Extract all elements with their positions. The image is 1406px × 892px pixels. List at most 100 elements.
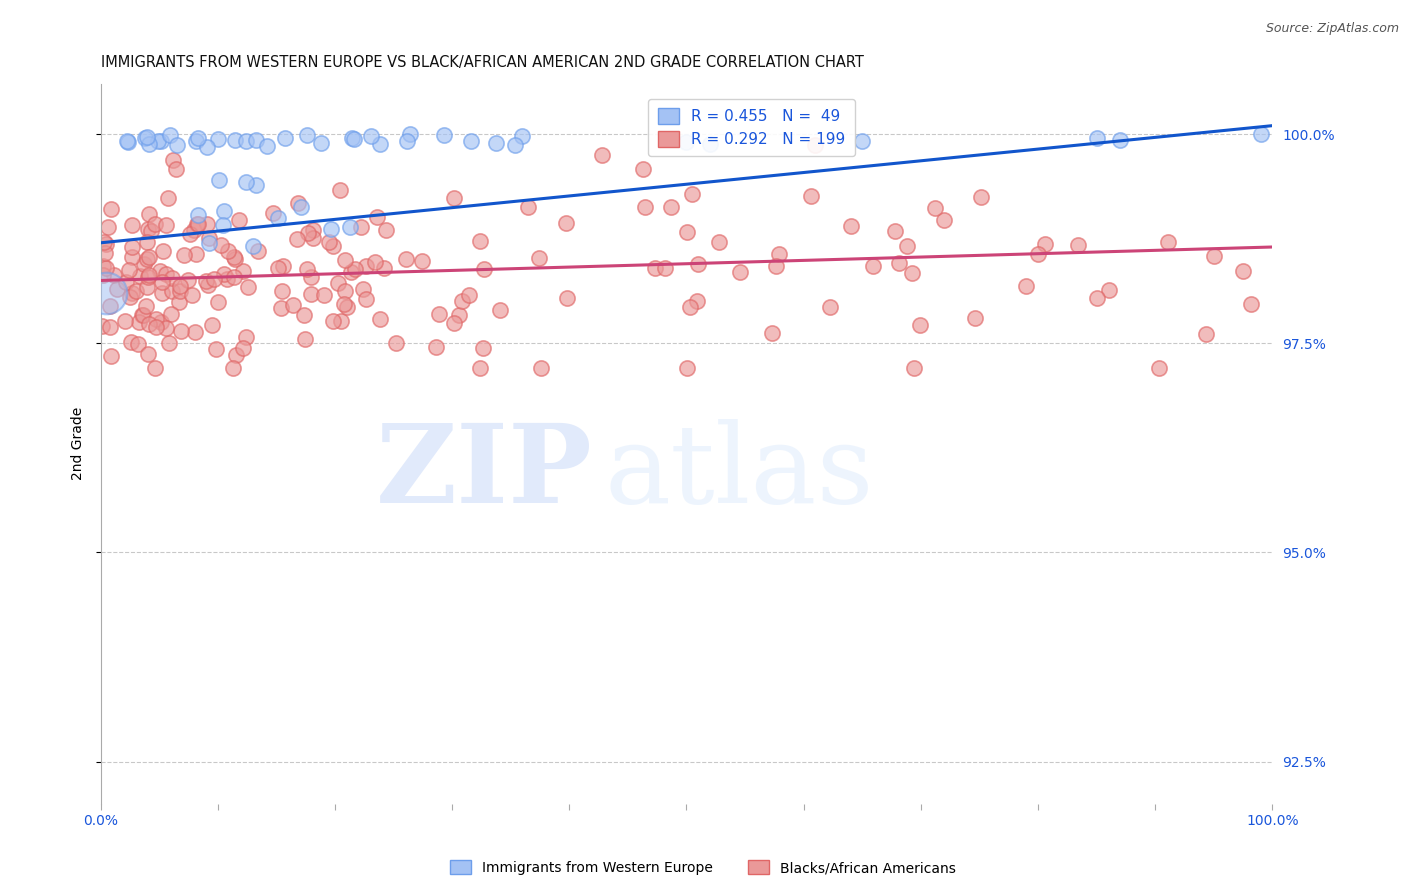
Point — [302, 223, 325, 237]
Point — [471, 341, 494, 355]
Point — [159, 128, 181, 143]
Point — [451, 293, 474, 308]
Point — [224, 133, 246, 147]
Point — [299, 287, 322, 301]
Point — [688, 257, 710, 271]
Point — [896, 239, 918, 253]
Point — [329, 183, 352, 197]
Point — [287, 195, 309, 210]
Point — [676, 225, 699, 239]
Y-axis label: 2nd Grade: 2nd Grade — [72, 407, 86, 480]
Point — [187, 217, 209, 231]
Text: ZIP: ZIP — [375, 419, 593, 526]
Point — [228, 213, 250, 227]
Point — [328, 276, 350, 290]
Point — [900, 267, 922, 281]
Point — [970, 190, 993, 204]
Point — [184, 325, 207, 339]
Legend: R = 0.455   N =  49, R = 0.292   N = 199: R = 0.455 N = 49, R = 0.292 N = 199 — [648, 99, 855, 156]
Point — [485, 136, 508, 150]
Point — [155, 218, 177, 232]
Point — [460, 134, 482, 148]
Point — [273, 131, 295, 145]
Point — [458, 287, 481, 301]
Point — [934, 213, 956, 227]
Point — [333, 297, 356, 311]
Point — [155, 267, 177, 281]
Point — [128, 315, 150, 329]
Point — [160, 284, 183, 298]
Point — [143, 217, 166, 231]
Point — [214, 203, 236, 218]
Point — [283, 298, 305, 312]
Point — [96, 286, 118, 301]
Point — [364, 254, 387, 268]
Point — [432, 128, 454, 142]
Point — [132, 308, 155, 322]
Point — [425, 340, 447, 354]
Point — [270, 284, 292, 298]
Point — [686, 293, 709, 308]
Point — [339, 219, 361, 234]
Point — [222, 270, 245, 285]
Point — [173, 248, 195, 262]
Point — [224, 252, 246, 267]
Point — [136, 280, 159, 294]
Point — [138, 251, 160, 265]
Point — [94, 261, 117, 276]
Text: IMMIGRANTS FROM WESTERN EUROPE VS BLACK/AFRICAN AMERICAN 2ND GRADE CORRELATION C: IMMIGRANTS FROM WESTERN EUROPE VS BLACK/… — [100, 55, 863, 70]
Point — [235, 330, 257, 344]
Point — [143, 361, 166, 376]
Point — [340, 131, 363, 145]
Point — [194, 274, 217, 288]
Point — [1085, 291, 1108, 305]
Point — [398, 128, 420, 142]
Point — [100, 202, 122, 216]
Point — [198, 231, 221, 245]
Point — [299, 269, 322, 284]
Point — [427, 307, 450, 321]
Point — [169, 294, 191, 309]
Point — [207, 294, 229, 309]
Point — [910, 318, 932, 332]
Point — [555, 216, 578, 230]
Point — [384, 335, 406, 350]
Point — [181, 288, 204, 302]
Point — [125, 284, 148, 298]
Point — [591, 148, 613, 162]
Point — [1156, 235, 1178, 249]
Legend: Immigrants from Western Europe, Blacks/African Americans: Immigrants from Western Europe, Blacks/A… — [444, 855, 962, 880]
Point — [270, 301, 292, 315]
Point — [368, 136, 391, 151]
Point — [267, 260, 290, 275]
Point — [103, 268, 125, 282]
Point — [1098, 283, 1121, 297]
Point — [246, 244, 269, 259]
Point — [197, 278, 219, 293]
Point — [765, 260, 787, 274]
Point — [118, 263, 141, 277]
Point — [679, 300, 702, 314]
Point — [242, 239, 264, 253]
Point — [166, 138, 188, 153]
Point — [231, 264, 253, 278]
Point — [204, 342, 226, 356]
Point — [152, 244, 174, 258]
Point — [165, 162, 187, 177]
Point — [162, 153, 184, 167]
Point — [488, 303, 510, 318]
Point — [394, 252, 416, 267]
Point — [100, 349, 122, 363]
Point — [883, 225, 905, 239]
Point — [187, 208, 209, 222]
Point — [232, 341, 254, 355]
Point — [924, 201, 946, 215]
Point — [128, 268, 150, 283]
Point — [1066, 238, 1088, 252]
Point — [98, 299, 121, 313]
Point — [100, 320, 122, 334]
Point — [309, 136, 332, 150]
Point — [654, 261, 676, 276]
Point — [136, 235, 159, 249]
Point — [118, 289, 141, 303]
